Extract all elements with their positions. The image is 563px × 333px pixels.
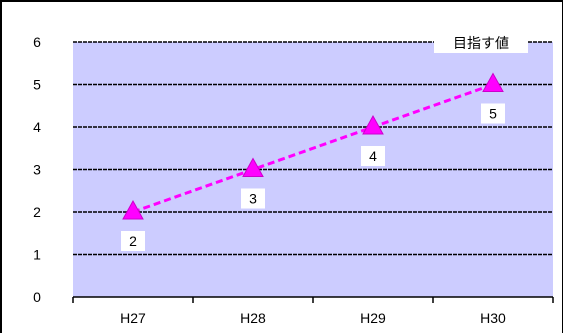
- y-tick-label-2: 2: [33, 204, 41, 220]
- data-label-2: 4: [369, 148, 377, 164]
- y-tick-label-4: 4: [33, 119, 41, 135]
- y-tick-label-3: 3: [33, 162, 41, 178]
- x-tick-label-2: H29: [360, 310, 386, 326]
- y-tick-label-0: 0: [33, 289, 41, 305]
- marker-2: [362, 114, 384, 135]
- y-tick-label-6: 6: [33, 34, 41, 50]
- data-label-box-3: [481, 103, 505, 124]
- data-label-box-1: [241, 188, 265, 209]
- x-tick-label-3: H30: [480, 310, 506, 326]
- x-tick-label-0: H27: [120, 310, 146, 326]
- marker-1: [242, 157, 264, 177]
- data-labels: 2 3 4 5: [121, 103, 505, 251]
- x-axis-ticks: [72, 297, 554, 303]
- x-axis-labels: H27 H28 H29 H30: [120, 310, 506, 326]
- data-label-1: 3: [249, 191, 257, 207]
- data-label-0: 2: [129, 233, 137, 249]
- legend-label: 目指す値: [453, 36, 509, 52]
- x-tick-label-1: H28: [240, 310, 266, 326]
- series-target-line: [122, 72, 504, 220]
- y-axis-labels: 0 1 2 3 4 5 6: [33, 34, 41, 305]
- data-label-box-2: [361, 146, 385, 166]
- marker-0: [122, 199, 144, 220]
- y-tick-label-5: 5: [33, 77, 41, 93]
- legend-box: [434, 31, 528, 53]
- marker-3: [482, 72, 504, 92]
- legend: 目指す値: [434, 31, 528, 53]
- y-tick-label-1: 1: [33, 247, 41, 263]
- data-label-box-0: [121, 231, 145, 251]
- data-label-3: 5: [489, 106, 497, 122]
- series-line: [132, 83, 494, 214]
